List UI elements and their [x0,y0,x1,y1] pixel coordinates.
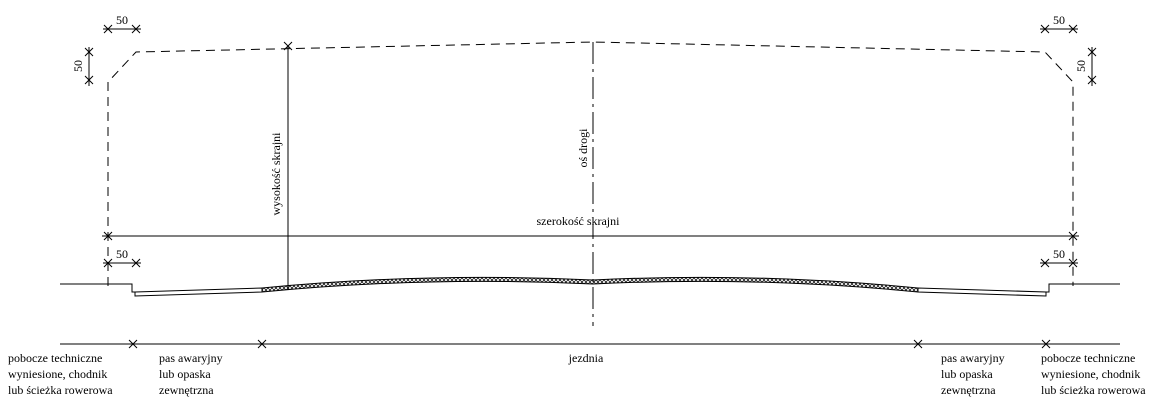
emergency-lane-left [134,287,263,297]
right-lane-label: pas awaryjny lub opaska zewnętrzna [941,351,1008,397]
left-lane-label: pas awaryjny lub opaska zewnętrzna [159,351,226,397]
carriageway-pavement [261,276,919,293]
ground-line-right [1046,283,1120,293]
offset-right-dim: 50 [1053,247,1065,261]
zone-ticks [128,339,1051,349]
ground-line-left [60,283,135,293]
road-axis-label: oś drogi [576,128,590,168]
clearance-width-label: szerokość skrajni [537,214,621,228]
chamfer-side-right-dim: 50 [1074,60,1088,72]
clearance-height-label: wysokość skrajni [269,132,283,216]
chamfer-top-right-dim: 50 [1053,13,1065,27]
chamfer-top-left-dim: 50 [116,13,128,27]
left-shoulder-label: pobocze techniczne wyniesione, chodnik l… [8,351,113,397]
carriageway-label: jezdnia [568,351,604,365]
offset-left-dim: 50 [116,247,128,261]
emergency-lane-right [917,287,1047,297]
right-shoulder-label: pobocze techniczne wyniesione, chodnik l… [1041,351,1146,397]
chamfer-side-left-dim: 50 [71,60,85,72]
clearance-envelope [107,41,1074,286]
